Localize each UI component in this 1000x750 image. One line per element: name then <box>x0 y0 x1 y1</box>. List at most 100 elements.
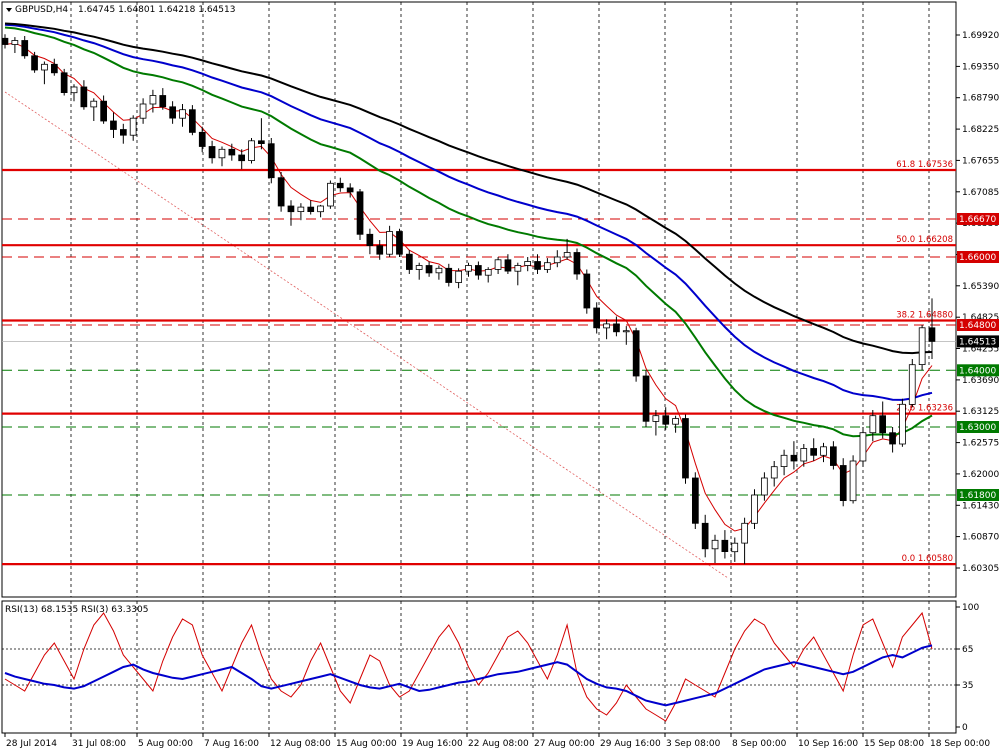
current-price-label: 1.64513 <box>959 337 996 347</box>
candle-body <box>41 63 48 71</box>
price-tick-label: 1.67085 <box>962 188 999 198</box>
candle-body <box>356 191 364 235</box>
candle-body <box>553 256 561 264</box>
rsi-pane-frame <box>1 600 957 734</box>
candle-body <box>563 252 571 258</box>
price-tick-label: 1.64255 <box>962 345 999 355</box>
candle-body <box>188 109 196 133</box>
candle-body <box>198 131 206 147</box>
candle-body <box>287 205 295 213</box>
candle-body <box>425 265 433 274</box>
candle-body <box>31 55 38 71</box>
candle-body <box>830 446 837 466</box>
candle-body <box>642 375 650 422</box>
candle-body <box>474 265 482 276</box>
candle-body <box>928 327 936 342</box>
candle-body <box>504 259 512 272</box>
candle-body <box>317 205 324 213</box>
rsi-tick-label: 65 <box>962 645 973 655</box>
candle-body <box>613 323 620 333</box>
candle-body <box>307 206 315 213</box>
candle-body <box>396 231 403 255</box>
candle-body <box>751 494 758 524</box>
candle-body <box>277 177 285 207</box>
candle-layer <box>1 34 936 565</box>
moving-average-line <box>4 26 933 438</box>
price-tick-label: 1.60305 <box>962 564 999 574</box>
diagonal-trendline <box>4 91 729 579</box>
candle-body <box>544 262 551 270</box>
candle-body <box>445 267 453 283</box>
candle-body <box>583 273 591 309</box>
candle-body <box>110 120 117 130</box>
time-tick-label: 18 Sep 00:00 <box>930 739 990 749</box>
candle-body <box>514 265 522 272</box>
candle-body <box>415 265 423 270</box>
candle-body <box>672 418 679 425</box>
ohlc-readout: 1.64745 1.64801 1.64218 1.64513 <box>78 5 235 15</box>
candle-body <box>228 148 236 156</box>
time-tick-label: 19 Aug 16:00 <box>402 739 463 749</box>
level-price-box <box>957 213 999 225</box>
candle-body <box>386 231 393 255</box>
time-tick-label: 27 Aug 00:00 <box>534 739 595 749</box>
dropdown-triangle-icon[interactable] <box>6 8 12 12</box>
candle-body <box>70 86 78 94</box>
rsi13-line <box>4 644 933 707</box>
candle-body <box>484 269 492 276</box>
candle-body <box>149 95 157 105</box>
candle-body <box>800 448 808 462</box>
candle-body <box>465 265 472 272</box>
time-tick-label: 28 Jul 2014 <box>6 739 57 749</box>
symbol-label: GBPUSD,H4 <box>15 5 68 15</box>
candle-body <box>179 109 186 119</box>
candle-body <box>336 182 344 189</box>
candle-body <box>622 330 630 333</box>
candle-body <box>682 418 689 479</box>
candle-body <box>405 253 413 270</box>
candle-body <box>721 539 729 552</box>
candle-body <box>899 403 906 445</box>
time-tick-label: 8 Sep 00:00 <box>732 739 787 749</box>
candle-body <box>60 72 68 94</box>
price-tick-label: 1.63125 <box>962 407 999 417</box>
candle-body <box>297 206 305 213</box>
price-tick-label: 1.69350 <box>962 62 999 72</box>
candle-body <box>257 140 265 145</box>
candle-body <box>534 261 541 270</box>
time-tick-label: 5 Aug 00:00 <box>138 739 193 749</box>
candle-body <box>731 542 739 553</box>
candle-body <box>879 415 887 434</box>
fibonacci-label: 61.8 1.67536 <box>896 160 953 170</box>
rsi-label: RSI(13) 68.1535 RSI(3) 63.3305 <box>5 605 148 615</box>
candle-body <box>632 330 640 377</box>
candle-body <box>790 454 798 462</box>
price-tick-label: 1.69920 <box>962 31 999 41</box>
candle-body <box>51 63 58 74</box>
price-tick-label: 1.67655 <box>962 156 999 166</box>
time-tick-label: 10 Sep 16:00 <box>798 739 858 749</box>
candle-body <box>169 106 176 119</box>
level-price-box <box>957 489 999 501</box>
candle-body <box>100 100 107 122</box>
level-price-label: 1.61800 <box>959 491 996 501</box>
candle-body <box>139 103 147 119</box>
price-tick-label: 1.68225 <box>962 125 999 135</box>
candle-body <box>90 100 98 108</box>
level-price-label: 1.63000 <box>959 423 996 433</box>
candle-body <box>238 154 245 162</box>
candle-body <box>869 415 877 434</box>
candle-body <box>849 460 857 502</box>
candle-body <box>810 448 818 456</box>
candle-body <box>248 140 255 162</box>
candle-body <box>652 415 660 422</box>
rsi-layer: 100 65 35 0 <box>2 603 979 733</box>
price-tick-label: 1.64825 <box>962 313 999 323</box>
candle-body <box>889 432 896 445</box>
level-price-box <box>957 421 999 433</box>
price-pane-frame <box>1 1 957 598</box>
fibonacci-label: 23.6 1.63236 <box>896 404 953 414</box>
